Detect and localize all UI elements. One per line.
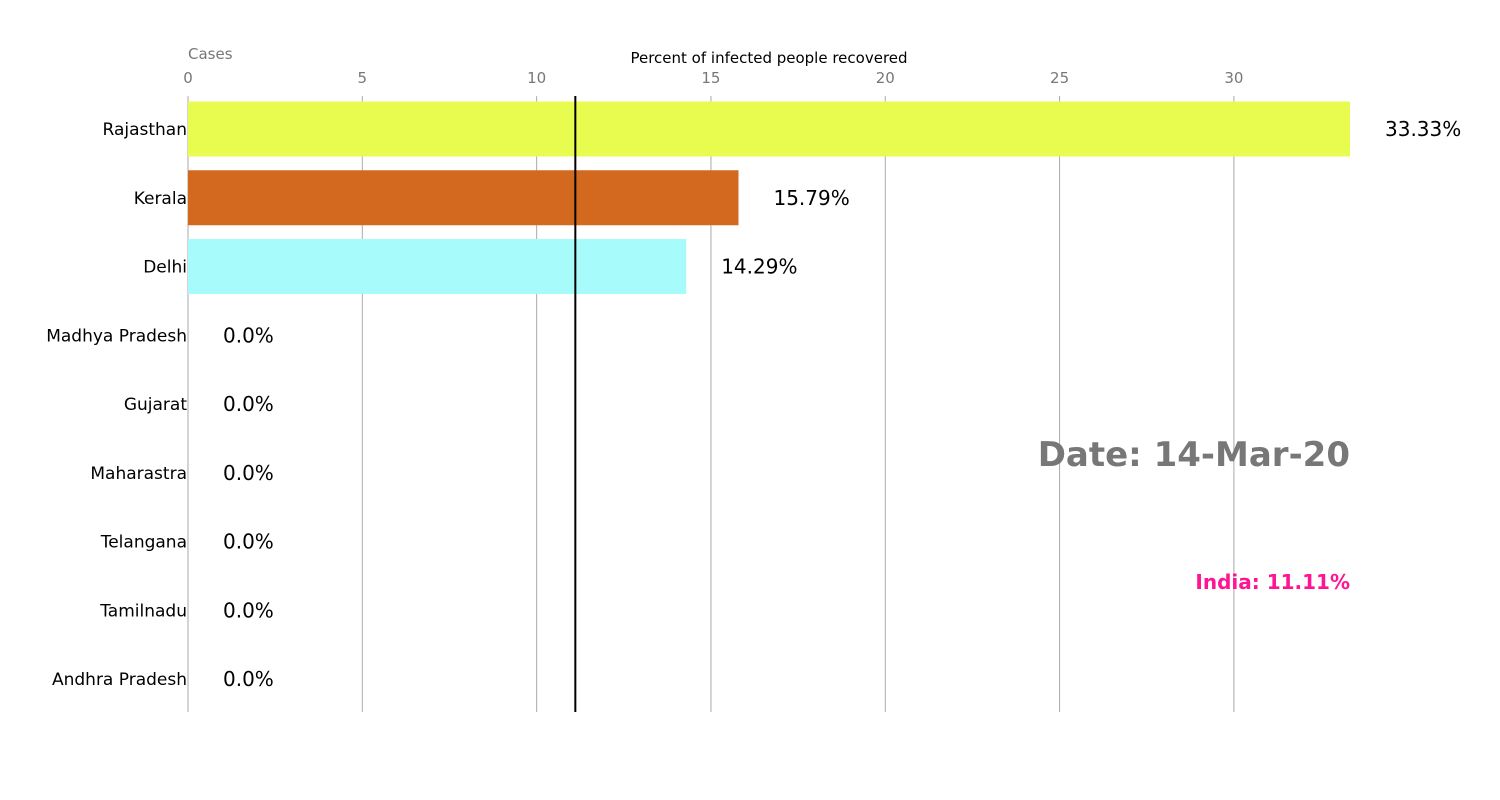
x-tick-label: 0 (183, 69, 193, 87)
category-label: Rajasthan (103, 120, 188, 140)
category-label: Gujarat (124, 395, 187, 415)
bars (188, 101, 1350, 294)
x-tick-label: 10 (527, 69, 546, 87)
value-label: 0.0% (223, 530, 274, 554)
bar (188, 170, 739, 226)
labels: 0 5 10 15 20 25 30 Rajasthan 33.33% Kerala 15.79% D… (46, 69, 1461, 691)
category-label: Andhra Pradesh (52, 670, 187, 690)
x-tick-label: 25 (1050, 69, 1069, 87)
corner-label: Cases (188, 45, 233, 63)
category-label: Tamilnadu (99, 601, 187, 621)
category-label: Kerala (134, 189, 187, 209)
category-label: Madhya Pradesh (46, 326, 187, 346)
category-label: Telangana (100, 533, 187, 553)
bar (188, 101, 1350, 157)
x-axis-title: Percent of infected people recovered (630, 49, 907, 67)
value-label: 33.33% (1385, 117, 1461, 141)
value-label: 0.0% (223, 323, 274, 347)
india-recovery-label: India: 11.11% (1195, 570, 1350, 594)
x-tick-label: 5 (358, 69, 368, 87)
category-label: Delhi (143, 258, 187, 278)
value-label: 0.0% (223, 392, 274, 416)
value-label: 14.29% (721, 255, 797, 279)
value-label: 0.0% (223, 461, 274, 485)
value-label: 15.79% (773, 186, 849, 210)
value-label: 0.0% (223, 667, 274, 691)
date-label: Date: 14-Mar-20 (1038, 435, 1350, 475)
bar (188, 239, 687, 294)
x-tick-label: 30 (1224, 69, 1243, 87)
x-tick-label: 15 (701, 69, 720, 87)
value-label: 0.0% (223, 598, 274, 622)
x-tick-label: 20 (876, 69, 895, 87)
category-label: Maharastra (90, 464, 187, 484)
